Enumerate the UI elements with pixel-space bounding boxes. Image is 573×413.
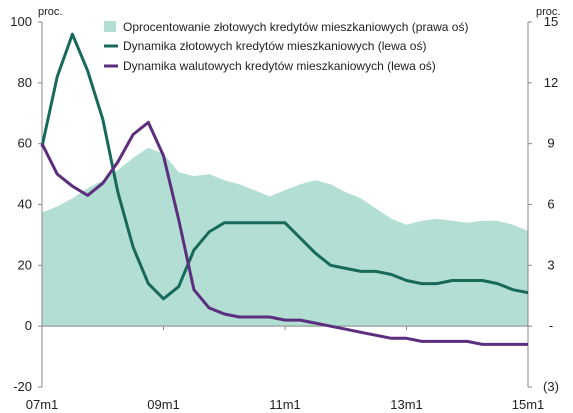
legend-label-1: Dynamika złotowych kredytów mieszkaniowy… — [123, 39, 426, 53]
x-tick-label: 07m1 — [26, 397, 59, 412]
left-tick-label: 40 — [18, 197, 32, 212]
series-line-1 — [40, 32, 529, 301]
left-axis-unit: proc. — [38, 6, 62, 18]
left-tick-label: 0 — [25, 318, 32, 333]
right-tick-label: 12 — [544, 75, 558, 90]
right-tick-label: 15 — [544, 14, 558, 29]
x-tick-label: 11m1 — [269, 397, 301, 412]
x-tick-label: 15m1 — [512, 397, 545, 412]
right-tick-label: - — [549, 318, 553, 333]
right-tick-label: 3 — [547, 257, 554, 272]
axis-layer: -20 0 20 40 60 80 100 (3) - 3 6 9 12 15 07m1 09m1 11m1 13… — [10, 14, 559, 412]
series-line-2 — [40, 120, 528, 346]
right-tick-label: 9 — [547, 136, 554, 151]
legend-label-2: Dynamika walutowych kredytów mieszkaniow… — [123, 59, 436, 73]
left-tick-label: -20 — [13, 379, 32, 394]
left-tick-label: 80 — [18, 75, 32, 90]
left-tick-label: 60 — [18, 136, 32, 151]
x-tick-label: 09m1 — [147, 397, 180, 412]
legend: Oprocentowanie złotowych kredytów mieszk… — [104, 20, 468, 73]
left-tick-label: 20 — [18, 257, 32, 272]
x-tick-label: 13m1 — [390, 397, 423, 412]
right-tick-label: (3) — [543, 379, 559, 394]
legend-swatch-0 — [104, 21, 116, 32]
legend-label-0: Oprocentowanie złotowych kredytów mieszk… — [123, 20, 468, 34]
right-tick-label: 6 — [547, 197, 554, 212]
right-axis-unit: proc. — [536, 6, 560, 18]
line-layer — [40, 32, 529, 346]
left-tick-label: 100 — [10, 14, 32, 29]
